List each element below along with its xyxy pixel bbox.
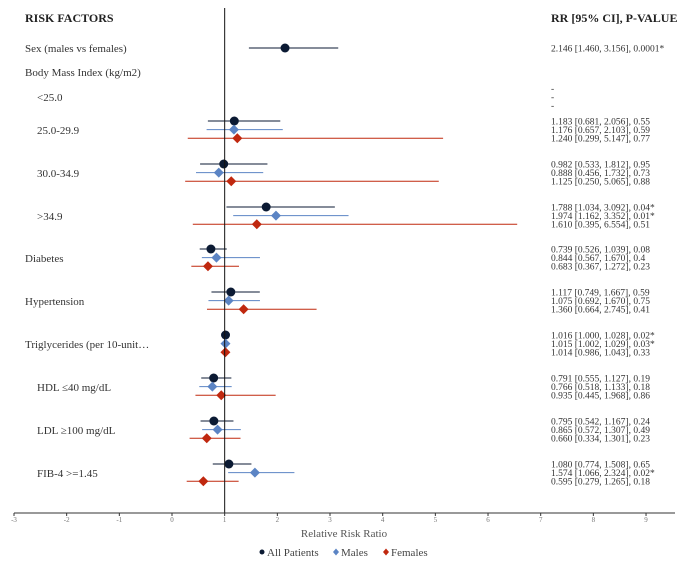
estimate-text: 2.146 [1.460, 3.156], 0.0001*: [551, 45, 664, 55]
legend-marker-circle: [259, 549, 265, 555]
legend-label: Males: [341, 547, 368, 559]
x-tick-label: 3: [328, 516, 332, 524]
x-tick-label: 6: [486, 516, 490, 524]
x-tick-label: -3: [11, 516, 17, 524]
legend-label: Females: [391, 547, 428, 559]
legend-marker-diamond: [383, 548, 389, 556]
x-tick-label: -1: [116, 516, 122, 524]
estimate-text: 1.788 [1.034, 3.092], 0.04*: [551, 204, 655, 214]
estimate-marker-circle: [226, 287, 236, 297]
x-axis-label: Relative Risk Ratio: [301, 528, 388, 540]
x-tick-label: 5: [434, 516, 438, 524]
estimate-text: 0.982 [0.533, 1.812], 0.95: [551, 161, 650, 171]
estimate-text: 1.125 [0.250, 5.065], 0.88: [551, 178, 650, 188]
estimate-text: 1.610 [0.395, 6.554], 0.51: [551, 221, 650, 231]
estimate-marker-circle: [219, 159, 229, 169]
row-label: 25.0-29.9: [37, 125, 80, 137]
estimate-text: 1.183 [0.681, 2.056], 0.55: [551, 118, 650, 128]
x-tick-label: 0: [170, 516, 174, 524]
right-header: RR [95% CI], P-VALUE: [551, 11, 677, 25]
estimate-marker-diamond: [216, 390, 227, 401]
row-label: Sex (males vs females): [25, 43, 127, 55]
estimate-marker-diamond: [201, 433, 212, 444]
estimate-text: 0.739 [0.526, 1.039], 0.08: [551, 246, 650, 256]
row-label: HDL ≤40 mg/dL: [37, 382, 111, 394]
estimate-marker-diamond: [202, 261, 213, 272]
estimate-text: 0.791 [0.555, 1.127], 0.19: [551, 375, 650, 385]
estimate-marker-diamond: [270, 210, 281, 221]
estimate-marker-circle: [221, 330, 231, 340]
x-tick-label: 7: [539, 516, 543, 524]
left-header: RISK FACTORS: [25, 11, 114, 25]
estimate-text: 1.574 [1.066, 2.324], 0.02*: [551, 469, 655, 479]
estimate-marker-diamond: [251, 219, 262, 230]
estimate-marker-circle: [209, 416, 219, 426]
estimate-text: -: [551, 93, 554, 103]
legend-label: All Patients: [267, 547, 319, 559]
estimate-text: 0.795 [0.542, 1.167], 0.24: [551, 418, 650, 428]
estimate-marker-circle: [280, 43, 290, 53]
x-tick-label: 8: [592, 516, 596, 524]
estimate-text: 1.117 [0.749, 1.667], 0.59: [551, 289, 650, 299]
estimate-text: 0.766 [0.518, 1.133], 0.18: [551, 383, 650, 393]
estimate-text: 1.974 [1.162, 3.352], 0.01*: [551, 212, 655, 222]
estimate-text: 1.080 [0.774, 1.508], 0.65: [551, 461, 650, 471]
estimate-marker-diamond: [249, 467, 260, 478]
estimate-marker-diamond: [213, 167, 224, 178]
estimate-text: 1.240 [0.299, 5.147], 0.77: [551, 135, 650, 145]
estimate-text: 0.683 [0.367, 1.272], 0.23: [551, 263, 650, 273]
estimate-marker-diamond: [223, 295, 234, 306]
x-tick-label: 9: [644, 516, 648, 524]
row-label: Hypertension: [25, 296, 85, 308]
estimate-text: 1.075 [0.692, 1.670], 0.75: [551, 297, 650, 307]
x-tick-label: 4: [381, 516, 385, 524]
estimate-marker-diamond: [198, 476, 209, 487]
row-label: Body Mass Index (kg/m2): [25, 67, 141, 79]
estimate-text: 1.015 [1.002, 1.029], 0.03*: [551, 340, 655, 350]
estimate-text: 0.865 [0.572, 1.307], 0.49: [551, 426, 650, 436]
estimate-marker-circle: [209, 373, 219, 383]
row-label: <25.0: [37, 92, 63, 104]
estimate-marker-diamond: [232, 133, 243, 144]
estimate-marker-diamond: [238, 304, 249, 315]
row-label: 30.0-34.9: [37, 168, 80, 180]
estimate-marker-diamond: [220, 347, 231, 358]
estimate-text: 0.660 [0.334, 1.301], 0.23: [551, 435, 650, 445]
row-label: >34.9: [37, 211, 63, 223]
row-label: Triglycerides (per 10-unit…: [25, 339, 149, 351]
estimate-marker-diamond: [228, 124, 239, 135]
estimate-text: 1.176 [0.657, 2.103], 0.59: [551, 126, 650, 136]
estimate-text: -: [551, 102, 554, 112]
estimate-marker-circle: [224, 459, 234, 469]
row-label: Diabetes: [25, 253, 63, 265]
row-label: FIB-4 >=1.45: [37, 468, 98, 480]
estimate-text: 0.844 [0.567, 1.670], 0.4: [551, 254, 645, 264]
estimate-text: 1.360 [0.664, 2.745], 0.41: [551, 306, 650, 316]
estimate-text: -: [551, 85, 554, 95]
estimate-marker-circle: [229, 116, 239, 126]
estimate-text: 0.935 [0.445, 1.968], 0.86: [551, 392, 650, 402]
estimate-text: 1.014 [0.986, 1.043], 0.33: [551, 349, 650, 359]
legend-marker-diamond: [333, 548, 339, 556]
estimate-text: 0.595 [0.279, 1.265], 0.18: [551, 478, 650, 488]
x-tick-label: 2: [276, 516, 280, 524]
estimate-marker-circle: [261, 202, 271, 212]
estimate-marker-diamond: [212, 424, 223, 435]
estimate-marker-diamond: [207, 381, 218, 392]
x-tick-label: -2: [64, 516, 70, 524]
estimate-marker-diamond: [226, 176, 237, 187]
estimate-marker-diamond: [220, 338, 231, 349]
row-label: LDL ≥100 mg/dL: [37, 425, 116, 437]
estimate-marker-diamond: [211, 252, 222, 263]
estimate-text: 1.016 [1.000, 1.028], 0.02*: [551, 332, 655, 342]
estimate-marker-circle: [206, 244, 216, 254]
estimate-text: 0.888 [0.456, 1.732], 0.73: [551, 169, 650, 179]
x-tick-label: 1: [223, 516, 227, 524]
